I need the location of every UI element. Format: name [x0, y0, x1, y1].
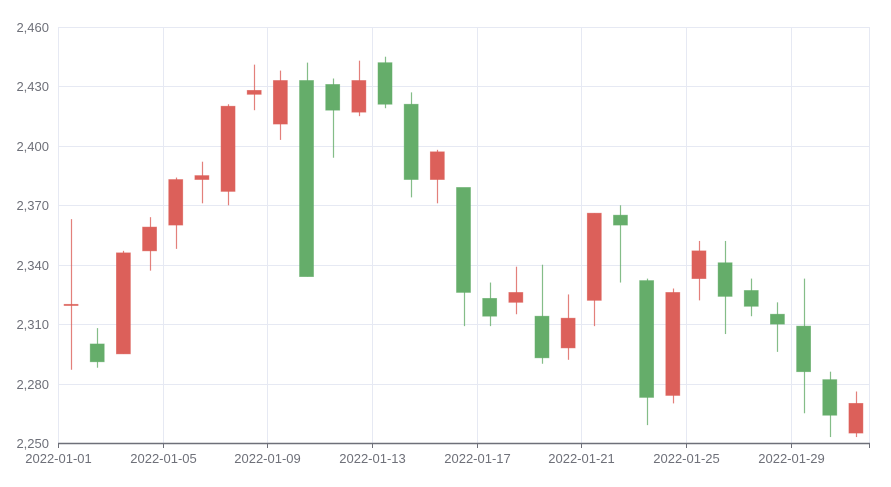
- candle-2022-01-26: [717, 240, 733, 335]
- candle-body: [63, 303, 79, 306]
- candle-2022-01-31: [848, 391, 864, 438]
- candle-2022-01-13: [377, 56, 393, 109]
- candle-2022-01-16: [456, 187, 471, 327]
- candle-body: [770, 313, 785, 325]
- x-tick-label: 2022-01-13: [339, 451, 406, 466]
- y-tick-label: 2,430: [16, 79, 49, 94]
- candle-2022-01-19: [534, 264, 550, 364]
- x-tick-label: 2022-01-09: [234, 451, 301, 466]
- candle-body: [429, 151, 445, 180]
- candle-2022-01-05: [168, 177, 184, 249]
- y-tick-label: 2,340: [16, 258, 49, 273]
- x-tick-label: 2022-01-05: [130, 451, 197, 466]
- candle-2022-01-04: [142, 217, 157, 271]
- candles: [63, 56, 864, 438]
- candle-body: [665, 292, 681, 396]
- candle-2022-01-02: [89, 328, 105, 368]
- candle-body: [246, 89, 262, 95]
- candle-body: [482, 297, 498, 317]
- candle-2022-01-28: [770, 302, 785, 352]
- candle-2022-01-14: [403, 92, 419, 198]
- candle-body: [717, 262, 733, 297]
- candle-body: [194, 175, 210, 180]
- candle-2022-01-06: [194, 161, 210, 204]
- y-axis-labels: 2,250 2,280 2,310 2,340 2,370 2,400 2,430 2,460: [16, 20, 49, 451]
- candle-body: [534, 315, 550, 359]
- candle-body: [613, 214, 628, 226]
- candle-body: [325, 84, 341, 111]
- candle-body: [691, 250, 707, 279]
- candle-2022-01-30: [822, 371, 838, 438]
- candle-2022-01-11: [325, 78, 341, 158]
- candle-body: [848, 402, 864, 434]
- candle-body: [299, 80, 314, 278]
- x-tick-label: 2022-01-21: [548, 451, 615, 466]
- y-tick-label: 2,310: [16, 317, 49, 332]
- candle-body: [272, 80, 288, 125]
- candle-2022-01-10: [299, 62, 314, 278]
- y-tick-label: 2,460: [16, 20, 49, 35]
- candle-2022-01-24: [665, 288, 681, 404]
- y-tick-label: 2,250: [16, 436, 49, 451]
- candle-2022-01-09: [272, 70, 288, 140]
- candle-body: [743, 290, 759, 307]
- candle-2022-01-21: [586, 212, 602, 327]
- candle-body: [560, 317, 576, 349]
- candle-body: [168, 179, 184, 226]
- x-axis: 2022-01-01 2022-01-05 2022-01-09 2022-01-13…: [25, 442, 870, 466]
- candle-body: [351, 80, 367, 113]
- candle-2022-01-23: [639, 278, 655, 426]
- candle-body: [377, 62, 393, 105]
- candle-2022-01-18: [508, 266, 524, 315]
- candle-body: [403, 103, 419, 180]
- candle-2022-01-27: [743, 278, 759, 317]
- candle-2022-01-12: [351, 60, 367, 117]
- candle-2022-01-01: [63, 219, 79, 370]
- candle-body: [456, 187, 471, 293]
- candle-2022-01-03: [116, 250, 131, 355]
- candle-body: [116, 252, 131, 355]
- candle-body: [639, 280, 655, 398]
- candle-body: [822, 379, 838, 416]
- candle-body: [796, 325, 811, 373]
- y-tick-label: 2,400: [16, 139, 49, 154]
- grid-lines: [58, 27, 870, 443]
- candle-2022-01-07: [220, 104, 236, 206]
- candle-body: [220, 105, 236, 192]
- x-tick-label: 2022-01-29: [758, 451, 825, 466]
- candle-2022-01-29: [796, 278, 811, 414]
- candle-2022-01-22: [613, 205, 628, 283]
- candle-2022-01-15: [429, 149, 445, 204]
- x-tick-label: 2022-01-17: [444, 451, 511, 466]
- y-tick-label: 2,370: [16, 198, 49, 213]
- candle-2022-01-17: [482, 282, 498, 327]
- candle-body: [142, 226, 157, 252]
- candle-body: [89, 343, 105, 363]
- y-tick-label: 2,280: [16, 377, 49, 392]
- candle-body: [508, 292, 524, 303]
- candle-2022-01-20: [560, 294, 576, 360]
- x-tick-label: 2022-01-01: [25, 451, 92, 466]
- candle-body: [586, 212, 602, 301]
- x-tick-label: 2022-01-25: [653, 451, 720, 466]
- candle-2022-01-08: [246, 64, 262, 111]
- candle-2022-01-25: [691, 240, 707, 301]
